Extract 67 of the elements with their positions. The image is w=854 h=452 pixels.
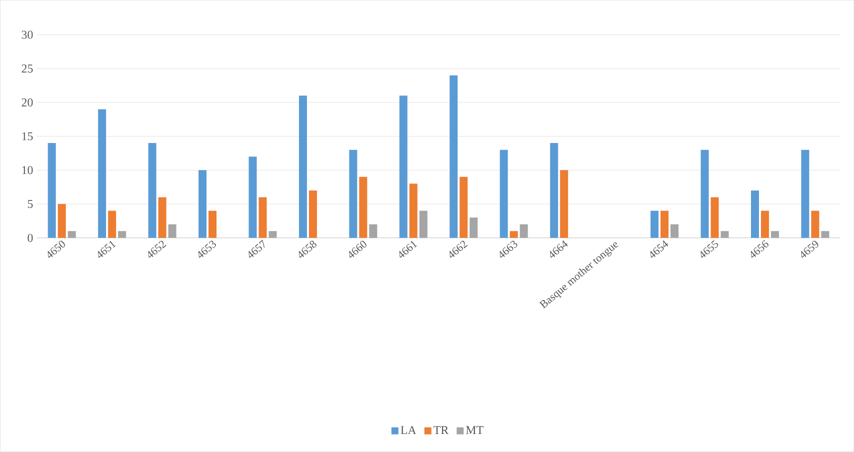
bar bbox=[58, 204, 66, 238]
bar bbox=[670, 224, 679, 238]
bar bbox=[369, 224, 378, 238]
legend-label: LA bbox=[400, 426, 416, 434]
bar bbox=[750, 190, 759, 238]
bar bbox=[550, 143, 558, 238]
bar bbox=[520, 224, 528, 238]
y-tick-label: 5 bbox=[28, 200, 33, 208]
bar bbox=[168, 224, 176, 238]
x-tick-label: 4664 bbox=[550, 240, 568, 258]
bar bbox=[268, 231, 277, 238]
bar bbox=[158, 197, 166, 238]
bar bbox=[560, 170, 568, 238]
y-tick-label: 15 bbox=[22, 132, 33, 140]
bar bbox=[510, 231, 518, 238]
bar bbox=[660, 210, 669, 238]
y-tick-label: 0 bbox=[28, 234, 33, 242]
x-tick-label: 4659 bbox=[801, 240, 818, 258]
y-tick-label: 25 bbox=[22, 64, 33, 73]
bar bbox=[359, 177, 368, 238]
x-tick-label: 4661 bbox=[399, 241, 418, 258]
bar bbox=[68, 231, 76, 238]
bar bbox=[821, 231, 830, 238]
x-tick-label: 4662 bbox=[450, 240, 468, 258]
bar bbox=[108, 210, 116, 238]
bar bbox=[801, 150, 810, 238]
bar bbox=[470, 218, 478, 238]
bar bbox=[298, 96, 307, 238]
bar bbox=[760, 210, 769, 238]
bar bbox=[399, 96, 408, 238]
bar bbox=[48, 143, 56, 238]
bar bbox=[98, 109, 106, 238]
x-tick-label: 4650 bbox=[48, 240, 66, 258]
bar bbox=[248, 156, 257, 238]
y-tick-label: 30 bbox=[22, 30, 33, 39]
x-tick-label: 4652 bbox=[148, 240, 166, 258]
x-tick-label: 4651 bbox=[98, 241, 116, 258]
bar bbox=[258, 197, 267, 238]
y-tick-label: 20 bbox=[22, 98, 33, 107]
bar bbox=[208, 210, 217, 238]
legend-label: MT bbox=[466, 426, 484, 434]
legend-label: TR bbox=[434, 426, 449, 434]
x-tick-label: 4660 bbox=[349, 240, 366, 258]
x-tick-label: 4656 bbox=[750, 240, 768, 258]
bar bbox=[118, 231, 126, 238]
bar bbox=[349, 150, 358, 238]
x-tick-label: 4657 bbox=[248, 240, 265, 258]
x-tick-label: 4653 bbox=[198, 240, 216, 258]
bar bbox=[811, 210, 820, 238]
x-tick-label: 4663 bbox=[500, 240, 518, 258]
bar bbox=[308, 190, 317, 238]
bar bbox=[770, 231, 779, 238]
bar bbox=[700, 150, 709, 238]
bar bbox=[409, 184, 418, 238]
bar bbox=[650, 210, 659, 238]
bar bbox=[198, 170, 207, 238]
bar bbox=[419, 210, 428, 238]
x-tick-label: 4655 bbox=[700, 240, 718, 258]
x-tick-label: 4654 bbox=[650, 240, 668, 258]
bar bbox=[460, 177, 468, 238]
bar bbox=[500, 150, 508, 238]
bar bbox=[148, 143, 156, 238]
x-tick-label: 4658 bbox=[298, 240, 316, 258]
bar bbox=[720, 231, 729, 238]
bar bbox=[450, 75, 458, 238]
bar bbox=[710, 197, 719, 238]
y-tick-label: 10 bbox=[22, 166, 33, 174]
